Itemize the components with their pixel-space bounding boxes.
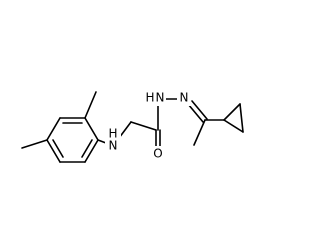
atom-labels: H N O H N N bbox=[105, 90, 191, 161]
atom-label: O bbox=[153, 147, 162, 161]
atom-label: N bbox=[109, 139, 118, 153]
atom-label: N bbox=[156, 91, 165, 105]
atom-label: H bbox=[108, 127, 117, 141]
label-bg bbox=[177, 90, 191, 106]
label-bg bbox=[105, 130, 121, 152]
atom-label: H bbox=[145, 91, 154, 105]
atom-label: N bbox=[180, 91, 189, 105]
molecule-diagram: H N O H N N bbox=[21, 90, 244, 163]
bonds bbox=[21, 91, 244, 163]
label-bg bbox=[151, 146, 165, 160]
label-bg bbox=[144, 90, 166, 106]
